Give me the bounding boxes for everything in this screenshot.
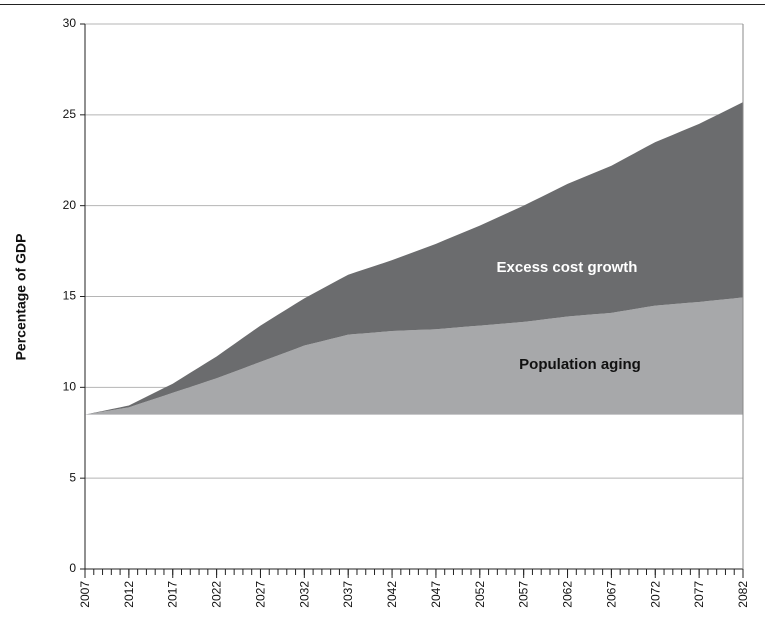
y-tick-label: 15 [63, 289, 77, 303]
x-tick-label: 2062 [561, 581, 575, 608]
area-label: Excess cost growth [497, 259, 638, 276]
x-tick-label: 2032 [297, 581, 311, 608]
x-tick-label: 2022 [210, 581, 224, 608]
y-tick-label: 25 [63, 107, 77, 121]
x-tick-label: 2052 [473, 581, 487, 608]
x-tick-label: 2077 [692, 581, 706, 608]
area-population-aging [85, 297, 743, 415]
x-tick-label: 2017 [166, 581, 180, 608]
x-tick-label: 2037 [341, 581, 355, 608]
y-tick-label: 5 [69, 470, 76, 484]
y-tick-label: 0 [69, 561, 76, 575]
x-tick-label: 2042 [385, 581, 399, 608]
area-label: Population aging [519, 356, 641, 373]
x-tick-label: 2067 [604, 581, 618, 608]
y-axis-label: Percentage of GDP [13, 234, 29, 361]
y-tick-label: 20 [63, 198, 77, 212]
y-tick-label: 10 [63, 380, 77, 394]
x-tick-label: 2057 [517, 581, 531, 608]
area-excess-cost-growth [85, 102, 743, 415]
x-tick-label: 2027 [253, 581, 267, 608]
x-tick-label: 2012 [122, 581, 136, 608]
x-tick-label: 2072 [648, 581, 662, 608]
x-tick-label: 2047 [429, 581, 443, 608]
y-tick-label: 30 [63, 16, 77, 30]
x-tick-label: 2082 [736, 581, 750, 608]
x-tick-label: 2007 [78, 581, 92, 608]
